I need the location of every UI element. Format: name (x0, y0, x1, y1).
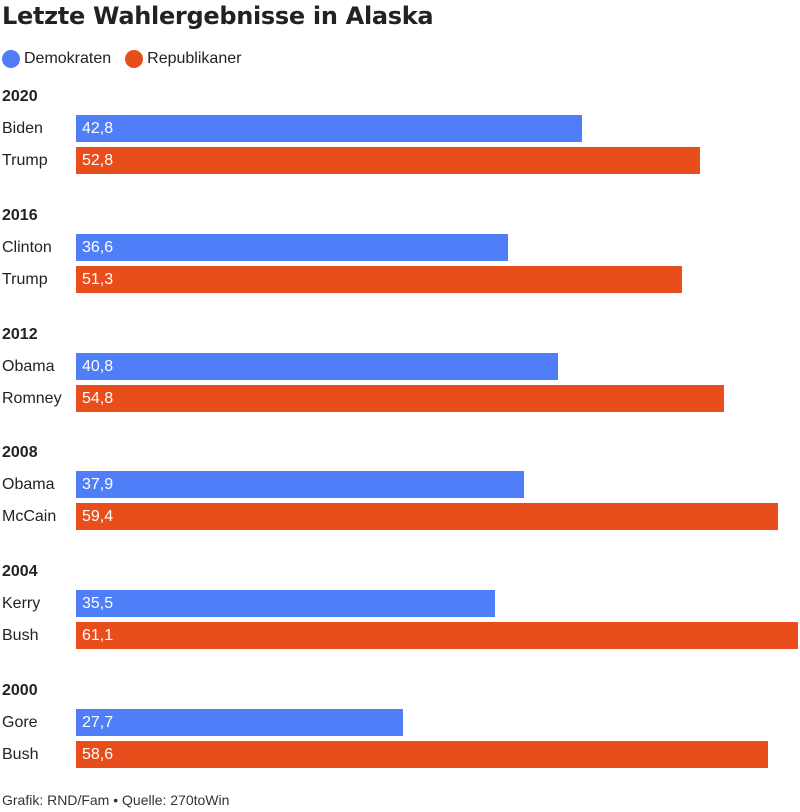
bar-2000-gore: 27,7 (76, 709, 404, 736)
bar-value-label: 36,6 (82, 238, 114, 256)
bar-2012-romney: 54,8 (76, 384, 724, 412)
candidate-label: Biden (2, 120, 43, 137)
bar-2020-trump: 52,8 (76, 147, 700, 174)
year-label-2008: 2008 (2, 444, 38, 462)
bar-2012-obama: 40,8 (76, 352, 559, 380)
legend-item-demokraten: Demokraten (2, 50, 111, 68)
year-label-2000: 2000 (2, 682, 38, 699)
candidate-label: Bush (2, 627, 39, 645)
bar-2000-bush: 58,6 (76, 741, 769, 768)
year-label-2012: 2012 (2, 325, 38, 343)
bar-value-label: 51,3 (82, 270, 114, 288)
chart-title: Letzte Wahlergebnisse in Alaska (2, 2, 434, 30)
bar-value-label: 42,8 (82, 120, 114, 137)
candidate-label: Trump (2, 152, 48, 169)
bar-2016-trump: 51,3 (76, 265, 683, 293)
candidate-label: Obama (2, 357, 55, 375)
candidate-label: Clinton (2, 238, 52, 256)
bar-value-label: 61,1 (82, 627, 114, 645)
bar-value-label: 54,8 (82, 389, 114, 407)
year-label-2004: 2004 (2, 563, 38, 581)
candidate-label: Trump (2, 270, 48, 288)
bar-value-label: 37,9 (82, 476, 114, 494)
candidate-label: Obama (2, 476, 55, 494)
legend-swatch-demokraten (2, 50, 20, 68)
year-label-2020: 2020 (2, 88, 38, 105)
bar-2008-mccain: 59,4 (76, 503, 778, 531)
legend-label-demokraten: Demokraten (24, 50, 112, 67)
legend: Demokraten Republikaner (2, 50, 255, 68)
legend-item-republikaner: Republikaner (125, 50, 241, 68)
legend-swatch-republikaner (125, 50, 144, 68)
bar-2016-clinton: 36,6 (76, 233, 509, 261)
year-label-2016: 2016 (2, 206, 38, 224)
bar-2008-obama: 37,9 (76, 471, 524, 499)
bar-value-label: 40,8 (82, 357, 114, 375)
legend-label-republikaner: Republikaner (147, 50, 242, 67)
bar-value-label: 58,6 (82, 746, 114, 763)
candidate-label: Gore (2, 714, 38, 731)
bar-value-label: 27,7 (82, 714, 114, 731)
bar-2004-bush: 61,1 (76, 622, 798, 650)
source-footer: Grafik: RND/Fam • Quelle: 270toWin (2, 792, 230, 808)
bar-2020-biden: 42,8 (76, 115, 582, 142)
candidate-label: Kerry (2, 595, 41, 613)
bar-value-label: 59,4 (82, 508, 114, 526)
bar-value-label: 35,5 (82, 595, 114, 613)
bar-value-label: 52,8 (82, 152, 114, 169)
candidate-label: McCain (2, 508, 57, 526)
candidate-label: Bush (2, 746, 39, 763)
bar-2004-kerry: 35,5 (76, 590, 496, 618)
candidate-label: Romney (2, 389, 62, 407)
